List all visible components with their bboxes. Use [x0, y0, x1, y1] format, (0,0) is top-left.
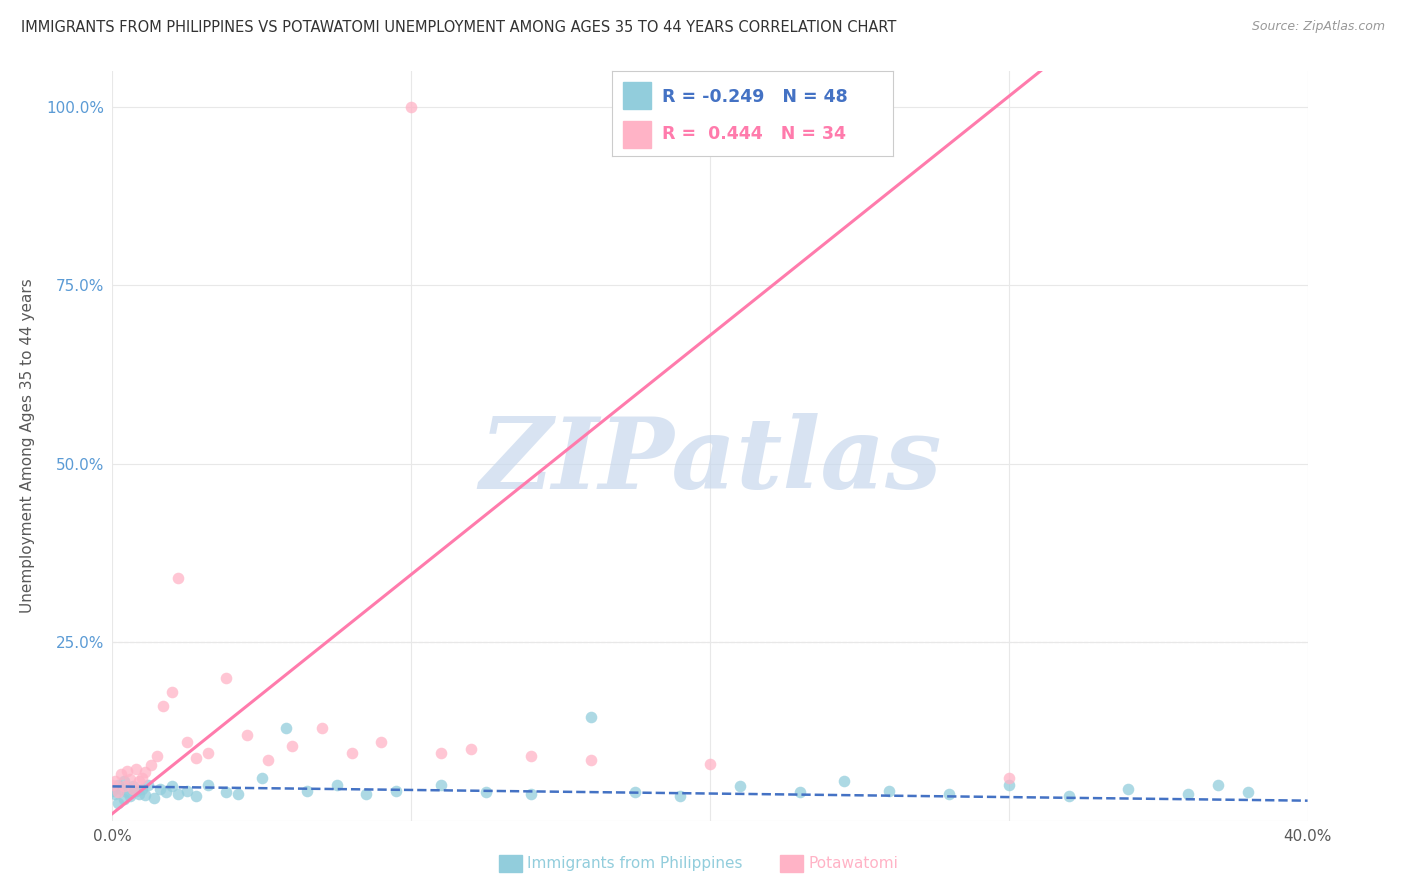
Point — [197, 778, 219, 792]
Point — [107, 796, 129, 810]
Text: IMMIGRANTS FROM PHILIPPINES VS POTAWATOMI UNEMPLOYMENT AMONG AGES 35 TO 44 YEARS: IMMIGRANTS FROM PHILIPPINES VS POTAWATOM… — [21, 20, 897, 35]
Point — [1118, 781, 1140, 796]
Point — [311, 721, 333, 735]
Point — [789, 785, 811, 799]
Point — [215, 671, 238, 685]
Point — [1177, 787, 1199, 801]
Point — [401, 100, 423, 114]
Bar — [623, 82, 651, 110]
Point — [162, 685, 183, 699]
Point — [125, 783, 148, 797]
Point — [475, 785, 498, 799]
Point — [340, 746, 363, 760]
Point — [114, 774, 135, 789]
Point — [938, 787, 960, 801]
Point — [215, 785, 238, 799]
Point — [998, 771, 1021, 785]
Point — [122, 781, 145, 796]
Point — [122, 780, 145, 794]
Point — [104, 787, 127, 801]
Point — [134, 765, 156, 780]
Point — [128, 774, 150, 789]
Point — [138, 778, 160, 792]
Point — [134, 788, 156, 802]
Point — [167, 787, 190, 801]
Point — [143, 790, 166, 805]
Point — [325, 778, 347, 792]
Point — [155, 785, 177, 799]
Point — [125, 762, 148, 776]
Point — [104, 774, 127, 789]
Point — [114, 792, 135, 806]
Point — [236, 728, 259, 742]
Point — [167, 571, 190, 585]
Point — [579, 753, 602, 767]
Point — [250, 771, 273, 785]
Point — [1057, 789, 1080, 803]
Text: Source: ZipAtlas.com: Source: ZipAtlas.com — [1251, 20, 1385, 33]
Point — [879, 783, 901, 797]
Point — [274, 721, 297, 735]
Text: Immigrants from Philippines: Immigrants from Philippines — [527, 856, 742, 871]
Text: R =  0.444   N = 34: R = 0.444 N = 34 — [662, 125, 846, 143]
Point — [385, 783, 408, 797]
Point — [149, 781, 172, 796]
Point — [101, 778, 124, 792]
Point — [152, 699, 174, 714]
Point — [107, 778, 129, 792]
Point — [226, 787, 249, 801]
Point — [257, 753, 280, 767]
Point — [281, 739, 304, 753]
Point — [186, 751, 208, 765]
Point — [114, 780, 135, 794]
Point — [186, 789, 208, 803]
Point — [176, 783, 198, 797]
Point — [131, 782, 153, 797]
Point — [356, 787, 378, 801]
Point — [141, 758, 163, 772]
Point — [624, 785, 647, 799]
Point — [460, 742, 482, 756]
Point — [1237, 785, 1260, 799]
Point — [998, 778, 1021, 792]
Point — [728, 780, 751, 794]
Point — [146, 749, 169, 764]
Point — [128, 787, 150, 801]
Text: R = -0.249   N = 48: R = -0.249 N = 48 — [662, 87, 848, 106]
Point — [107, 785, 129, 799]
Point — [1206, 778, 1229, 792]
Point — [176, 735, 198, 749]
Point — [579, 710, 602, 724]
Point — [110, 767, 132, 781]
Point — [370, 735, 392, 749]
Y-axis label: Unemployment Among Ages 35 to 44 years: Unemployment Among Ages 35 to 44 years — [20, 278, 35, 614]
Point — [131, 771, 153, 785]
Point — [110, 781, 132, 796]
Point — [162, 780, 183, 794]
Point — [430, 778, 453, 792]
Point — [430, 746, 453, 760]
Text: Potawatomi: Potawatomi — [808, 856, 898, 871]
Point — [117, 785, 139, 799]
Point — [520, 787, 543, 801]
Text: ZIPatlas: ZIPatlas — [479, 413, 941, 509]
Point — [101, 783, 124, 797]
Point — [669, 789, 692, 803]
Point — [120, 772, 142, 787]
Bar — [623, 120, 651, 147]
Point — [699, 756, 721, 771]
Point — [120, 789, 142, 803]
Point — [834, 774, 856, 789]
Point — [197, 746, 219, 760]
Point — [520, 749, 543, 764]
Point — [117, 764, 139, 778]
Point — [295, 783, 318, 797]
